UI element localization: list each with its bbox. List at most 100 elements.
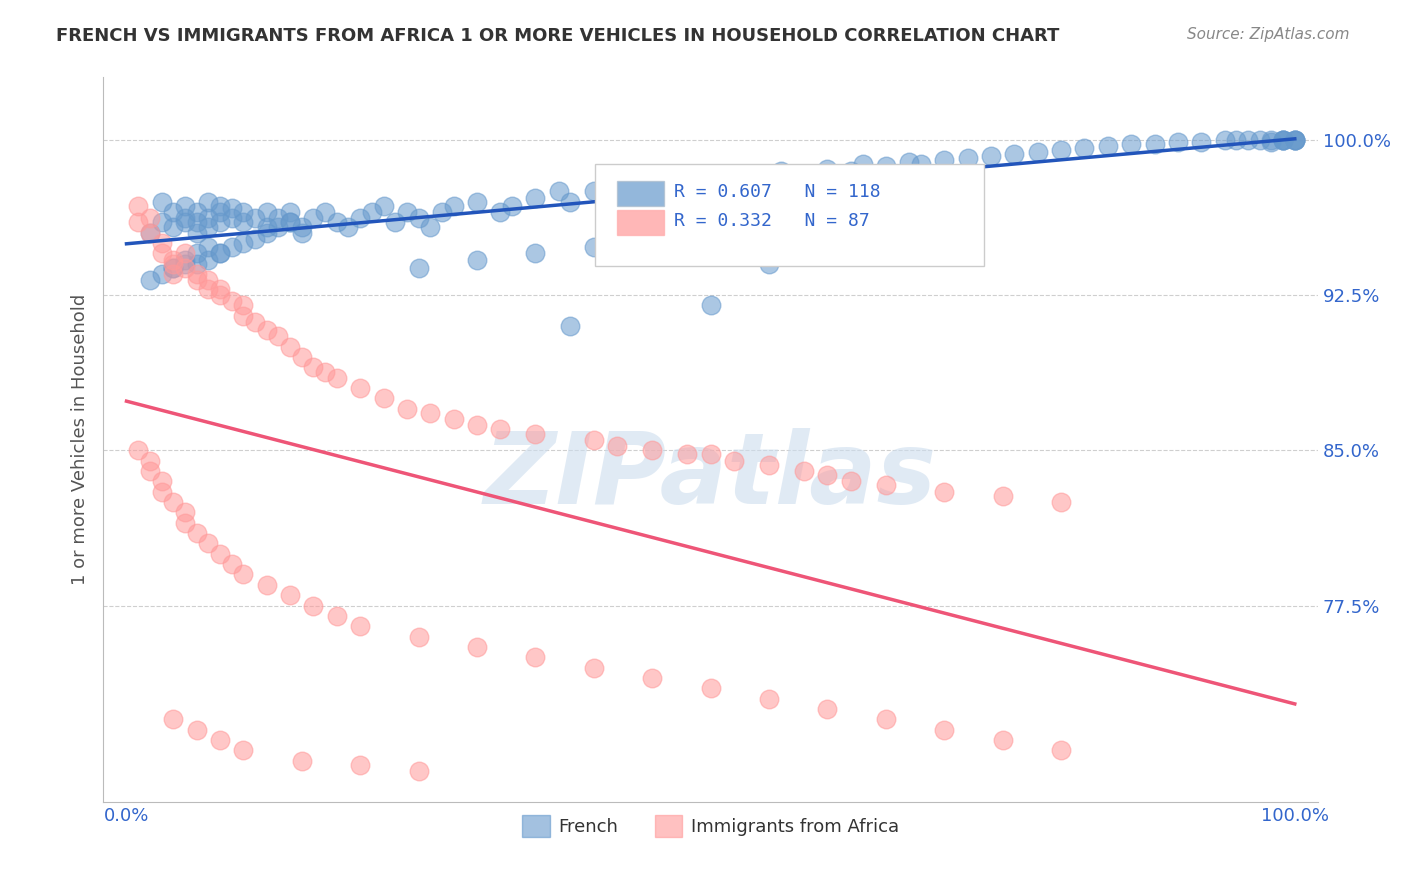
Point bbox=[501, 199, 523, 213]
Point bbox=[197, 211, 219, 226]
Point bbox=[395, 401, 418, 416]
Point bbox=[150, 267, 173, 281]
Point bbox=[1284, 132, 1306, 146]
Point bbox=[1249, 132, 1271, 146]
Point bbox=[256, 219, 278, 234]
Point bbox=[524, 650, 547, 665]
Point bbox=[186, 723, 208, 737]
Point bbox=[373, 199, 395, 213]
Point bbox=[851, 157, 873, 171]
Point bbox=[723, 174, 745, 188]
Point bbox=[139, 464, 162, 478]
Point bbox=[197, 194, 219, 209]
Point bbox=[150, 236, 173, 251]
Point bbox=[349, 211, 371, 226]
Point bbox=[524, 246, 547, 260]
Point bbox=[150, 484, 173, 499]
Point bbox=[267, 329, 290, 343]
Point bbox=[1272, 132, 1295, 146]
Point bbox=[1073, 141, 1095, 155]
Point bbox=[443, 412, 465, 426]
Point bbox=[991, 733, 1014, 747]
Text: Source: ZipAtlas.com: Source: ZipAtlas.com bbox=[1187, 27, 1350, 42]
Point bbox=[699, 447, 721, 461]
Point bbox=[208, 282, 231, 296]
Point bbox=[302, 360, 325, 375]
Point bbox=[991, 489, 1014, 503]
Point bbox=[256, 205, 278, 219]
Point bbox=[162, 267, 184, 281]
Point bbox=[641, 671, 664, 685]
Point bbox=[1050, 743, 1073, 757]
Point bbox=[1121, 136, 1143, 151]
Point bbox=[758, 257, 780, 271]
Point bbox=[186, 226, 208, 240]
Point bbox=[384, 215, 406, 229]
Point bbox=[1284, 132, 1306, 146]
Point bbox=[758, 458, 780, 472]
Point bbox=[547, 185, 569, 199]
Point bbox=[747, 169, 769, 184]
Point bbox=[373, 392, 395, 406]
Point bbox=[197, 536, 219, 550]
Point bbox=[1272, 132, 1295, 146]
Point bbox=[699, 681, 721, 696]
Point bbox=[1213, 132, 1236, 146]
Point bbox=[174, 260, 197, 275]
Point bbox=[162, 205, 184, 219]
Point bbox=[150, 194, 173, 209]
Point bbox=[817, 702, 839, 716]
Point bbox=[1225, 132, 1247, 146]
Point bbox=[186, 257, 208, 271]
Point bbox=[408, 630, 430, 644]
Point bbox=[758, 691, 780, 706]
Point bbox=[174, 505, 197, 519]
Point bbox=[430, 205, 453, 219]
Point bbox=[267, 219, 290, 234]
Point bbox=[139, 226, 162, 240]
Point bbox=[232, 236, 254, 251]
Point bbox=[162, 219, 184, 234]
Point bbox=[197, 252, 219, 267]
Point bbox=[1260, 135, 1282, 149]
Text: R = 0.332   N = 87: R = 0.332 N = 87 bbox=[675, 212, 870, 230]
Point bbox=[934, 153, 956, 168]
Point bbox=[291, 226, 314, 240]
Point bbox=[395, 205, 418, 219]
Point bbox=[910, 157, 932, 171]
Point bbox=[582, 660, 605, 674]
Point bbox=[162, 260, 184, 275]
Point bbox=[278, 215, 301, 229]
Point bbox=[676, 178, 699, 193]
Text: R = 0.607   N = 118: R = 0.607 N = 118 bbox=[675, 183, 880, 201]
Point bbox=[186, 205, 208, 219]
Point bbox=[1050, 143, 1073, 157]
Point bbox=[641, 443, 664, 458]
Point bbox=[197, 282, 219, 296]
Point bbox=[465, 640, 488, 654]
Point bbox=[1167, 135, 1189, 149]
Point bbox=[817, 468, 839, 483]
Point bbox=[208, 246, 231, 260]
Point bbox=[419, 219, 441, 234]
Point bbox=[1284, 132, 1306, 146]
Y-axis label: 1 or more Vehicles in Household: 1 or more Vehicles in Household bbox=[72, 294, 89, 585]
Point bbox=[1050, 495, 1073, 509]
Point bbox=[641, 232, 664, 246]
Point bbox=[337, 219, 360, 234]
FancyBboxPatch shape bbox=[617, 181, 665, 206]
Point bbox=[139, 226, 162, 240]
Point bbox=[162, 495, 184, 509]
Point bbox=[314, 364, 336, 378]
Point bbox=[208, 288, 231, 302]
Point bbox=[419, 406, 441, 420]
Point bbox=[174, 516, 197, 530]
Point bbox=[221, 201, 243, 215]
Point bbox=[582, 240, 605, 254]
Point bbox=[898, 155, 921, 169]
Point bbox=[769, 163, 792, 178]
Point bbox=[291, 350, 314, 364]
Point bbox=[560, 318, 582, 333]
Point bbox=[232, 215, 254, 229]
Point bbox=[208, 205, 231, 219]
